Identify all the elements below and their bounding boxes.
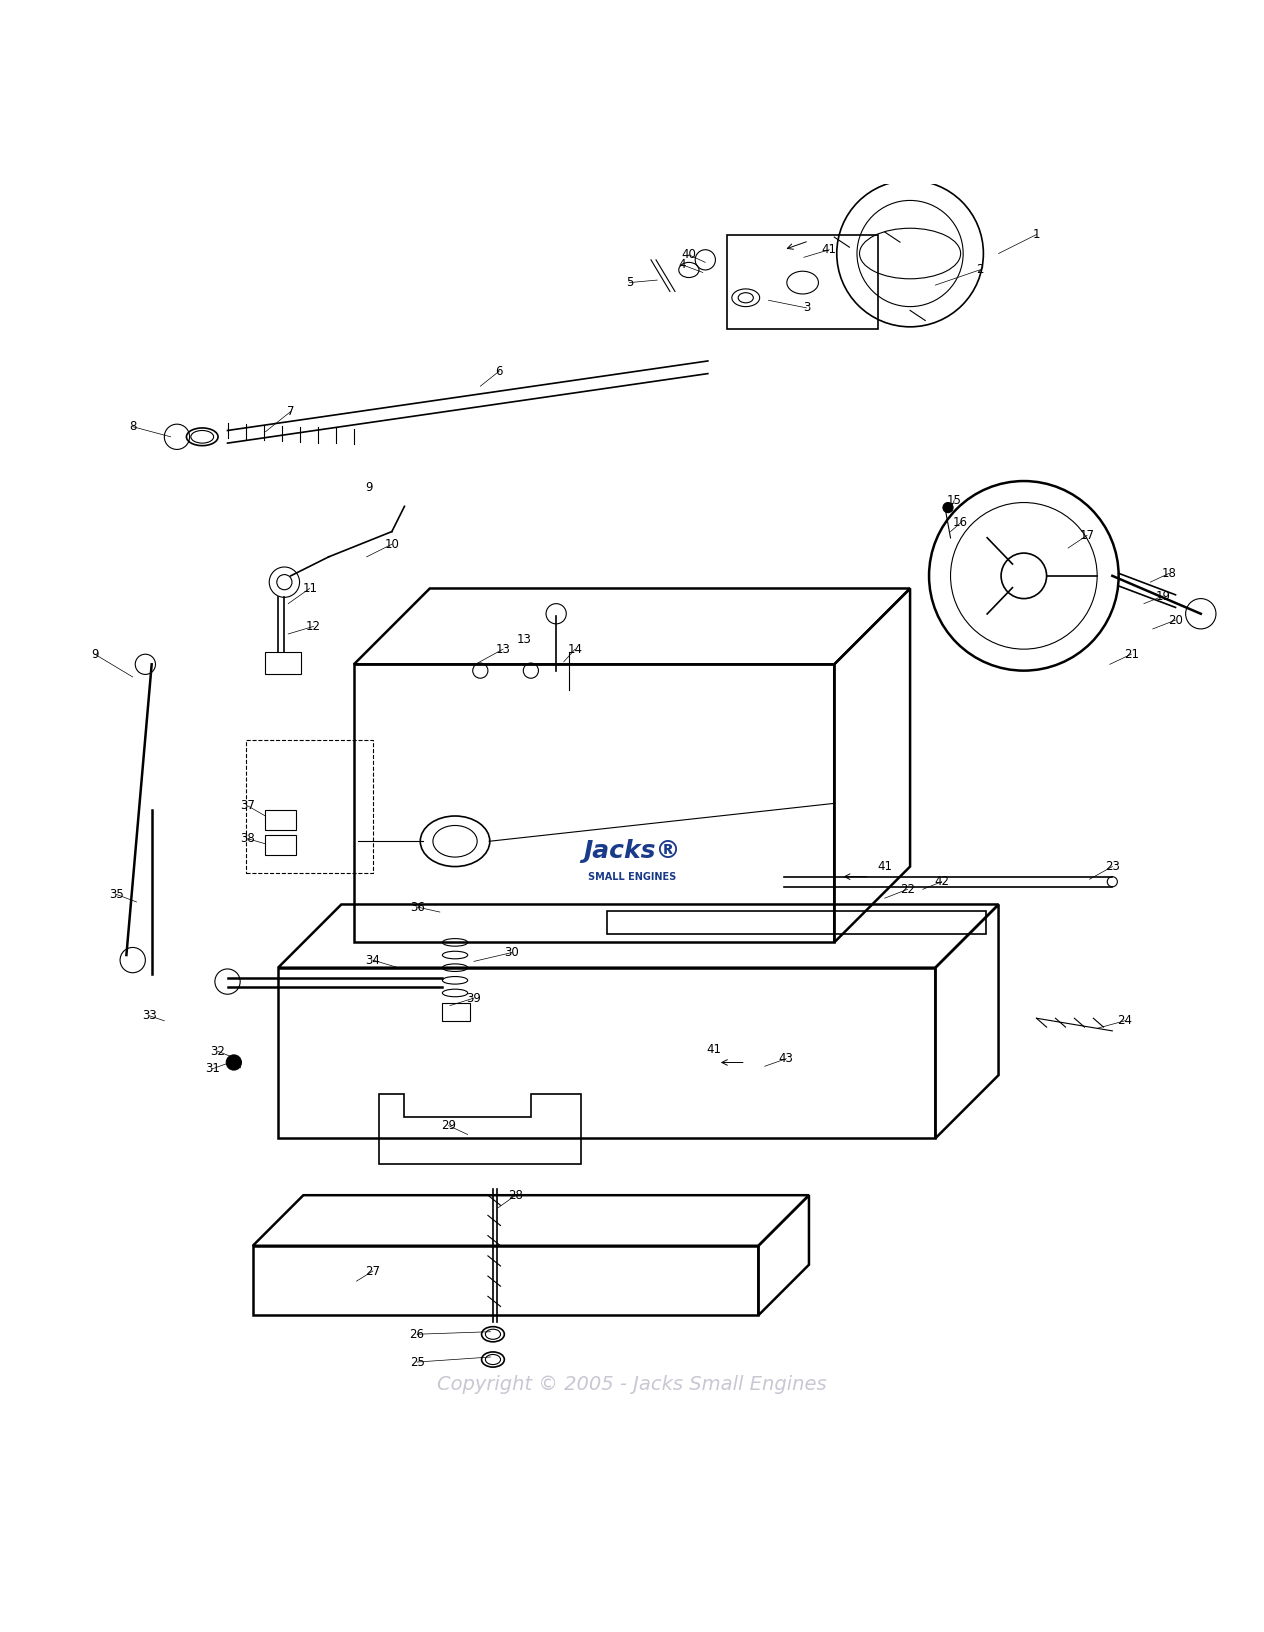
Text: 36: 36 — [410, 901, 425, 914]
Text: 16: 16 — [953, 516, 968, 529]
Text: 14: 14 — [568, 643, 583, 656]
Text: 13: 13 — [495, 643, 511, 656]
Text: 40: 40 — [681, 248, 696, 261]
Text: 42: 42 — [934, 875, 949, 888]
Text: 19: 19 — [1155, 589, 1170, 602]
Text: 27: 27 — [365, 1265, 380, 1278]
Text: 41: 41 — [707, 1043, 722, 1056]
Text: 12: 12 — [306, 620, 321, 633]
Bar — [246, 741, 373, 873]
Text: 13: 13 — [517, 633, 532, 646]
Text: 9: 9 — [365, 481, 373, 494]
Text: 23: 23 — [1105, 860, 1120, 873]
Text: 29: 29 — [441, 1120, 456, 1133]
Text: 18: 18 — [1162, 566, 1177, 579]
Bar — [265, 836, 296, 855]
Text: 22: 22 — [900, 883, 915, 896]
Text: 25: 25 — [410, 1356, 425, 1369]
Bar — [354, 664, 834, 942]
Text: 20: 20 — [1168, 614, 1183, 627]
Bar — [607, 911, 986, 934]
Text: 43: 43 — [779, 1053, 794, 1066]
Text: 11: 11 — [302, 583, 317, 596]
Text: 28: 28 — [508, 1188, 523, 1201]
Text: 34: 34 — [365, 953, 380, 966]
Text: 4: 4 — [679, 258, 686, 271]
Text: 15: 15 — [947, 493, 962, 506]
Text: 37: 37 — [240, 800, 255, 813]
Text: 1: 1 — [1033, 228, 1040, 242]
Bar — [727, 235, 878, 330]
Text: 5: 5 — [626, 276, 633, 289]
Text: 7: 7 — [287, 405, 295, 418]
Text: 24: 24 — [1117, 1013, 1133, 1027]
Text: 10: 10 — [384, 537, 399, 550]
Text: 21: 21 — [1124, 648, 1139, 661]
Bar — [253, 1245, 758, 1315]
Text: 38: 38 — [240, 832, 255, 845]
Text: 8: 8 — [129, 419, 137, 432]
Text: 2: 2 — [976, 263, 983, 276]
Text: Jacks®: Jacks® — [583, 839, 681, 863]
Text: 41: 41 — [877, 860, 892, 873]
Text: 6: 6 — [495, 364, 503, 377]
Text: 17: 17 — [1079, 529, 1095, 542]
Circle shape — [226, 1054, 241, 1071]
Bar — [278, 968, 935, 1139]
Circle shape — [943, 503, 953, 512]
Text: 26: 26 — [410, 1328, 425, 1342]
Text: 30: 30 — [504, 947, 520, 960]
Text: 33: 33 — [142, 1009, 157, 1022]
Text: SMALL ENGINES: SMALL ENGINES — [588, 871, 676, 881]
Text: 3: 3 — [803, 302, 810, 315]
Text: 41: 41 — [822, 243, 837, 256]
Bar — [265, 651, 301, 674]
Text: Copyright © 2005 - Jacks Small Engines: Copyright © 2005 - Jacks Small Engines — [437, 1376, 827, 1394]
Text: 35: 35 — [109, 888, 124, 901]
Text: 9: 9 — [91, 648, 99, 661]
Bar — [442, 1004, 470, 1020]
Text: 39: 39 — [466, 992, 482, 1005]
Bar — [265, 809, 296, 831]
Text: 31: 31 — [205, 1062, 220, 1075]
Text: 32: 32 — [210, 1044, 225, 1058]
